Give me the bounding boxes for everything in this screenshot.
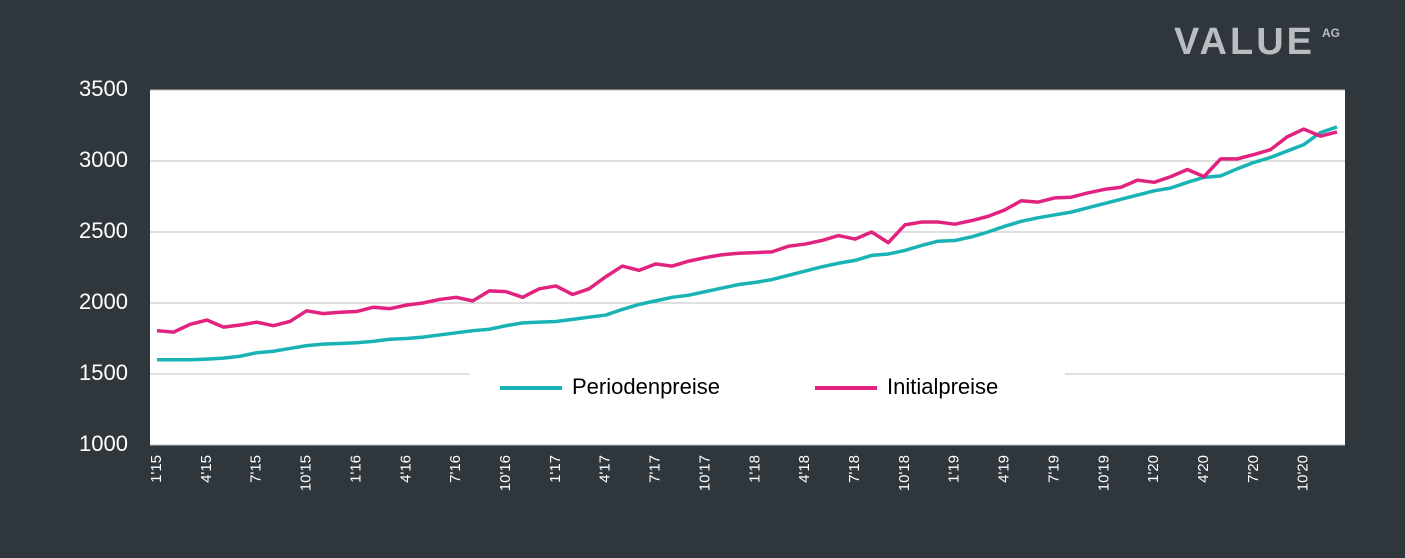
x-tick-label: 1'17: [547, 455, 564, 483]
x-tick-label: 1'16: [347, 455, 364, 483]
line-series: [156, 127, 1338, 334]
x-tick-label: 4'17: [597, 455, 614, 483]
x-tick-label: 4'15: [198, 455, 215, 483]
y-tick-label: 2000: [79, 289, 128, 314]
x-tick-label: 1'18: [746, 455, 763, 483]
x-tick-label: 1'20: [1145, 455, 1162, 483]
x-tick-label: 10'16: [497, 455, 514, 491]
x-tick-label: 1'15: [148, 455, 165, 483]
x-tick-label: 4'18: [796, 455, 813, 483]
x-tick-label: 10'20: [1295, 455, 1312, 491]
logo: VALUE: [1174, 21, 1315, 63]
x-tick-label: 10'15: [298, 455, 315, 491]
legend-label: Initialpreise: [887, 374, 998, 399]
x-tick-label: 7'15: [248, 455, 265, 483]
x-tick-label: 7'18: [846, 455, 863, 483]
logo-suffix: AG: [1322, 26, 1340, 40]
x-tick-label: 4'16: [397, 455, 414, 483]
y-tick-label: 3500: [79, 76, 128, 101]
x-tick-label: 10'18: [896, 455, 913, 491]
x-tick-label: 7'17: [647, 455, 664, 483]
y-tick-label: 1000: [79, 431, 128, 456]
x-tick-label: 10'17: [696, 455, 713, 491]
legend-box: [470, 358, 1065, 418]
x-tick-label: 4'19: [996, 455, 1013, 483]
y-tick-label: 2500: [79, 218, 128, 243]
x-tick-label: 7'19: [1045, 455, 1062, 483]
y-tick-label: 1500: [79, 360, 128, 385]
x-tick-label: 4'20: [1195, 455, 1212, 483]
x-tick-label: 10'19: [1095, 455, 1112, 491]
x-tick-label: 7'20: [1245, 455, 1262, 483]
x-tick-label: 7'16: [447, 455, 464, 483]
x-tick-label: 1'19: [946, 455, 963, 483]
y-tick-label: 3000: [79, 147, 128, 172]
line-series: [157, 125, 1338, 362]
legend-label: Periodenpreise: [572, 374, 720, 399]
